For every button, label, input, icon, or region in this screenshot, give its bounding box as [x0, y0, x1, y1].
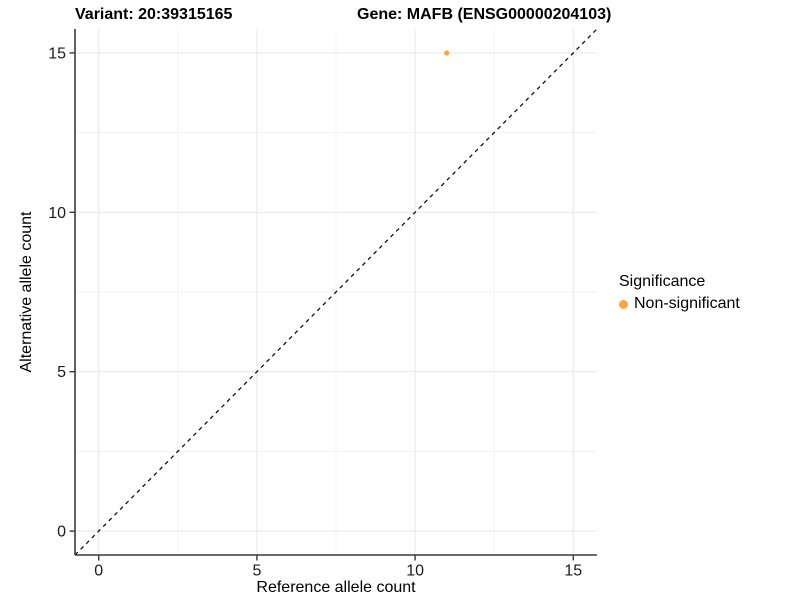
legend-item-non-significant: Non-significant — [619, 294, 740, 314]
plot-title-gene: Gene: MAFB (ENSG00000204103) — [357, 6, 612, 23]
legend: Significance Non-significant — [619, 272, 740, 314]
y-tick-label: 0 — [57, 524, 66, 541]
y-tick-label: 5 — [57, 364, 66, 381]
identity-line — [74, 28, 598, 556]
data-point — [444, 50, 450, 56]
legend-title: Significance — [619, 273, 706, 290]
legend-item-label: Non-significant — [634, 295, 740, 312]
x-tick-label: 0 — [94, 563, 103, 580]
y-tick-label: 15 — [48, 45, 66, 62]
x-tick-label: 5 — [252, 563, 261, 580]
legend-point-icon — [619, 299, 628, 309]
y-tick-label: 10 — [48, 205, 66, 222]
x-tick-label: 15 — [564, 563, 582, 580]
y-axis-title: Alternative allele count — [18, 211, 35, 373]
plot-title-variant: Variant: 20:39315165 — [75, 6, 233, 23]
x-axis-title: Reference allele count — [256, 579, 416, 596]
chart-panel: 0 5 10 15 0 5 10 15 — [48, 28, 598, 580]
x-tick-label: 10 — [406, 563, 424, 580]
